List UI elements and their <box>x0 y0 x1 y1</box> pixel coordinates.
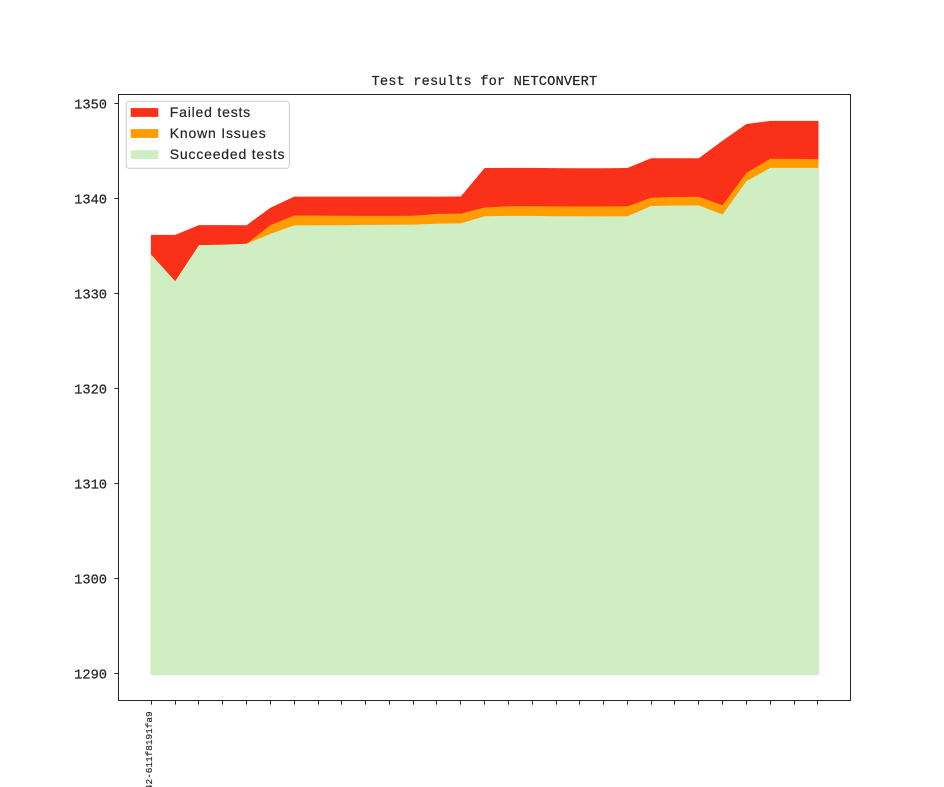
svg-text:0042-611f8191fa9: 0042-611f8191fa9 <box>144 711 155 787</box>
svg-text:Test results for NETCONVERT: Test results for NETCONVERT <box>371 75 597 90</box>
svg-text:1310: 1310 <box>74 478 107 493</box>
svg-text:Succeeded tests: Succeeded tests <box>170 146 286 162</box>
svg-text:1300: 1300 <box>74 573 107 588</box>
svg-text:Failed tests: Failed tests <box>170 104 251 120</box>
svg-text:1290: 1290 <box>74 668 107 683</box>
svg-text:Known Issues: Known Issues <box>170 125 267 141</box>
svg-text:1320: 1320 <box>74 383 107 398</box>
svg-text:1330: 1330 <box>74 288 107 303</box>
svg-text:1340: 1340 <box>74 193 107 208</box>
svg-text:1350: 1350 <box>74 98 107 113</box>
